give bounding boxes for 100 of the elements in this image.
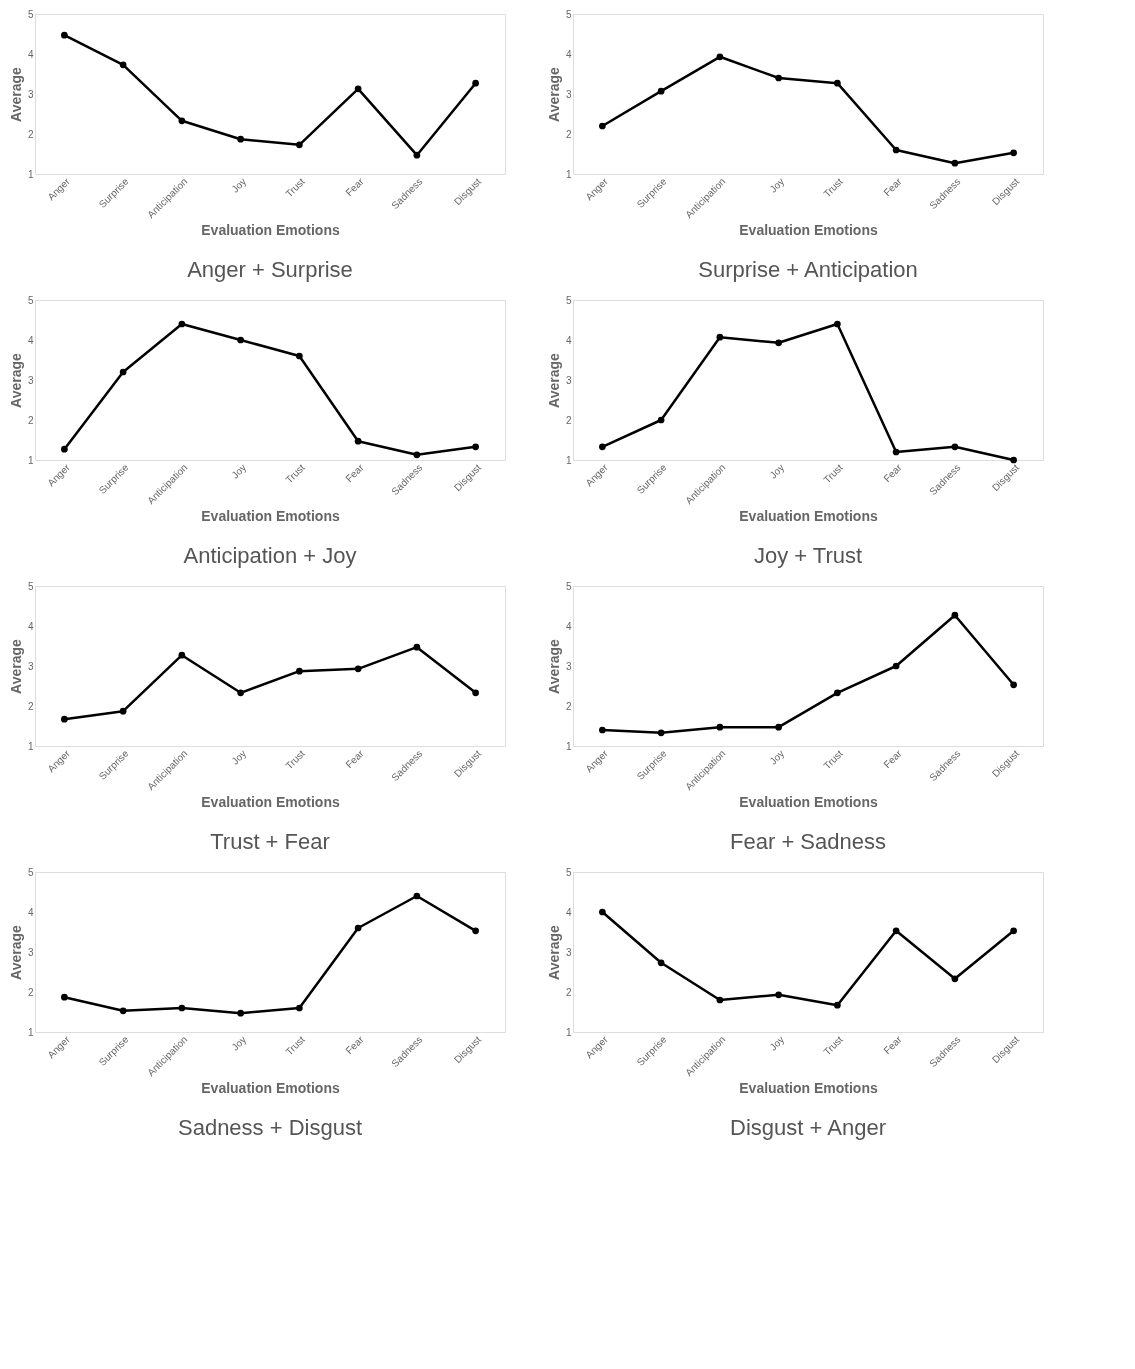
- text: Disgust + Anger: [730, 1114, 886, 1140]
- x-axis-title: Evaluation Emotions: [739, 1080, 878, 1097]
- y-tick-label: 3: [565, 374, 572, 386]
- y-tick-label: 4: [565, 620, 572, 632]
- point: [178, 320, 186, 328]
- point: [237, 689, 244, 697]
- point: [1010, 149, 1017, 157]
- y-axis-title: Average: [545, 66, 562, 122]
- point: [775, 723, 782, 731]
- x-tick-label: Joy: [229, 175, 249, 195]
- y-axis-title: Average: [545, 638, 562, 694]
- point: [599, 122, 606, 130]
- point: [472, 443, 479, 451]
- y-tick-label: 2: [27, 414, 34, 426]
- point: [472, 689, 479, 697]
- y-tick-label: 5: [565, 8, 572, 20]
- point: [834, 320, 841, 328]
- text: Sadness + Disgust: [177, 1114, 363, 1140]
- y-tick-label: 2: [27, 986, 34, 998]
- point: [413, 151, 421, 159]
- point: [599, 908, 606, 916]
- y-tick-label: 1: [27, 168, 34, 180]
- point: [119, 707, 127, 715]
- y-tick-label: 4: [565, 334, 572, 346]
- y-tick-label: 2: [27, 700, 34, 712]
- text: Surprise + Anticipation: [698, 256, 918, 282]
- y-tick-label: 1: [565, 168, 572, 180]
- point: [951, 159, 959, 167]
- point: [657, 416, 665, 424]
- x-tick-label: Joy: [229, 1033, 249, 1053]
- point: [472, 79, 479, 87]
- y-tick-label: 1: [565, 740, 572, 752]
- y-tick-label: 3: [27, 374, 34, 386]
- x-tick-label: Joy: [229, 461, 249, 481]
- point: [775, 991, 782, 999]
- point: [296, 141, 303, 149]
- y-tick-label: 5: [27, 8, 34, 20]
- point: [413, 892, 421, 900]
- y-tick-label: 5: [27, 580, 34, 592]
- point: [892, 448, 900, 456]
- point: [951, 611, 959, 619]
- y-tick-label: 1: [27, 740, 34, 752]
- point: [834, 79, 841, 87]
- x-tick-label: Joy: [229, 747, 249, 767]
- y-tick-label: 4: [27, 48, 34, 60]
- point: [61, 993, 68, 1001]
- y-tick-label: 1: [27, 454, 34, 466]
- x-tick-label: Joy: [767, 747, 787, 767]
- point: [354, 85, 362, 93]
- y-tick-label: 2: [565, 128, 572, 140]
- y-axis-title: Average: [7, 352, 24, 408]
- point: [599, 726, 606, 734]
- y-tick-label: 3: [27, 946, 34, 958]
- point: [354, 924, 362, 932]
- point: [834, 689, 841, 697]
- point: [296, 667, 303, 675]
- point: [657, 729, 665, 737]
- x-axis-title: Evaluation Emotions: [739, 508, 878, 525]
- point: [119, 368, 127, 376]
- point: [775, 339, 782, 347]
- point: [178, 117, 186, 125]
- x-tick-label: Joy: [767, 461, 787, 481]
- point: [354, 665, 362, 673]
- point: [413, 451, 421, 459]
- y-tick-label: 4: [27, 620, 34, 632]
- x-axis-title: Evaluation Emotions: [739, 794, 878, 811]
- text: Anticipation + Joy: [183, 542, 357, 568]
- y-tick-label: 3: [27, 88, 34, 100]
- point: [716, 53, 724, 61]
- point: [354, 437, 362, 445]
- point: [599, 443, 606, 451]
- y-tick-label: 5: [27, 294, 34, 306]
- x-tick-label: Joy: [767, 1033, 787, 1053]
- y-tick-label: 2: [27, 128, 34, 140]
- y-tick-label: 5: [27, 866, 34, 878]
- y-tick-label: 4: [565, 48, 572, 60]
- y-tick-label: 2: [565, 414, 572, 426]
- point: [716, 996, 724, 1004]
- x-axis-title: Evaluation Emotions: [201, 794, 340, 811]
- y-axis-title: Average: [545, 924, 562, 980]
- x-tick-label: Joy: [767, 175, 787, 195]
- point: [237, 336, 244, 344]
- point: [657, 87, 665, 95]
- point: [119, 61, 127, 69]
- point: [61, 445, 68, 453]
- y-axis-title: Average: [7, 66, 24, 122]
- point: [178, 651, 186, 659]
- point: [892, 662, 900, 670]
- point: [716, 333, 724, 341]
- y-tick-label: 1: [565, 454, 572, 466]
- y-tick-label: 2: [565, 700, 572, 712]
- y-tick-label: 1: [565, 1026, 572, 1038]
- point: [951, 975, 959, 983]
- y-tick-label: 5: [565, 294, 572, 306]
- y-tick-label: 3: [27, 660, 34, 672]
- text: Trust + Fear: [210, 828, 330, 854]
- y-axis-title: Average: [545, 352, 562, 408]
- point: [413, 643, 421, 651]
- x-axis-title: Evaluation Emotions: [201, 508, 340, 525]
- point: [296, 352, 303, 360]
